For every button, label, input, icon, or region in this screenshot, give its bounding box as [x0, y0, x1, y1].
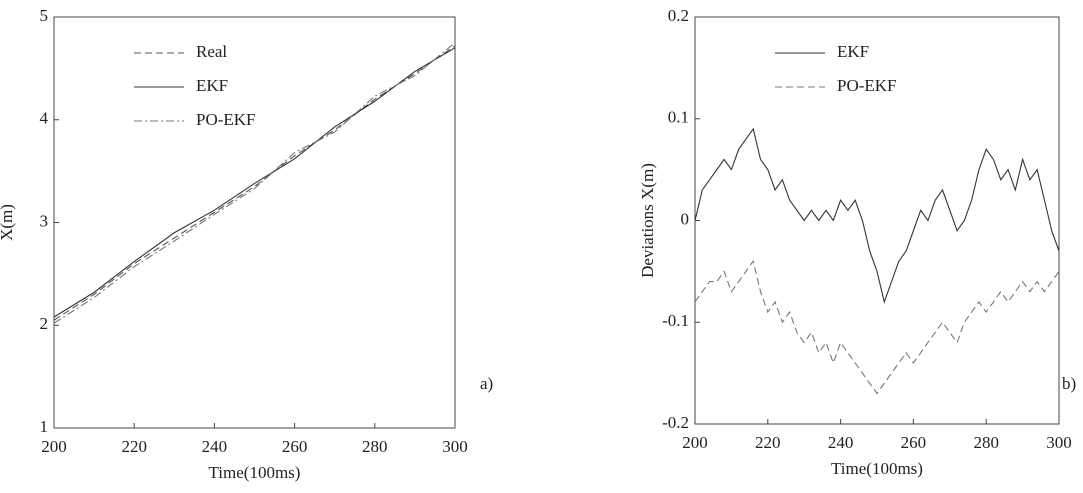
x-tick-label: 220 — [121, 437, 147, 456]
y-tick-label: 3 — [40, 211, 49, 230]
y-axis-label: Deviations X(m) — [638, 163, 657, 278]
series-line — [53, 42, 456, 324]
y-tick-label: 0 — [681, 209, 690, 228]
legend-label: Real — [196, 42, 227, 61]
x-axis-label: Time(100ms) — [831, 459, 923, 478]
series-line — [53, 45, 456, 321]
series-line — [694, 127, 1060, 304]
legend-label: EKF — [196, 76, 228, 95]
x-tick-label: 300 — [1046, 433, 1072, 452]
y-tick-label: -0.1 — [662, 311, 689, 330]
x-tick-label: 240 — [202, 437, 228, 456]
x-tick-label: 280 — [362, 437, 388, 456]
series-line — [694, 259, 1060, 395]
x-tick-label: 300 — [442, 437, 468, 456]
y-tick-label: 4 — [40, 109, 49, 128]
x-axis-label: Time(100ms) — [209, 463, 301, 482]
x-tick-label: 200 — [682, 433, 708, 452]
y-tick-label: 1 — [40, 417, 49, 436]
y-tick-label: 0.1 — [668, 108, 689, 127]
y-tick-label: -0.2 — [662, 413, 689, 432]
legend-label: PO-EKF — [196, 110, 256, 129]
x-tick-label: 240 — [828, 433, 854, 452]
y-tick-label: 5 — [40, 6, 49, 25]
x-tick-label: 260 — [282, 437, 308, 456]
panel-label: a) — [480, 374, 493, 393]
x-tick-label: 260 — [901, 433, 927, 452]
series-line — [53, 47, 456, 318]
legend-label: EKF — [837, 42, 869, 61]
panel-label: b) — [1062, 374, 1076, 393]
x-tick-label: 200 — [41, 437, 67, 456]
x-tick-label: 280 — [973, 433, 999, 452]
x-tick-label: 220 — [755, 433, 781, 452]
legend-label: PO-EKF — [837, 76, 897, 95]
y-tick-label: 2 — [40, 314, 49, 333]
y-tick-label: 0.2 — [668, 6, 689, 25]
plot-frame — [53, 16, 456, 429]
y-axis-label: X(m) — [0, 204, 16, 241]
